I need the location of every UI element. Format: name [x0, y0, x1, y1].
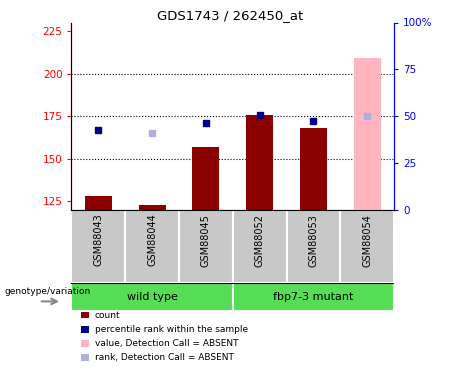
Text: value, Detection Call = ABSENT: value, Detection Call = ABSENT: [95, 339, 238, 348]
Bar: [246, 114, 273, 210]
Bar: [287, 210, 340, 283]
Text: count: count: [95, 310, 120, 320]
Text: GSM88054: GSM88054: [362, 214, 372, 267]
Bar: [233, 283, 394, 311]
Bar: [139, 205, 165, 210]
Bar: [85, 196, 112, 210]
Text: rank, Detection Call = ABSENT: rank, Detection Call = ABSENT: [95, 353, 233, 362]
Bar: [354, 58, 381, 210]
Text: wild type: wild type: [127, 292, 177, 302]
Bar: [300, 128, 327, 210]
Text: GSM88052: GSM88052: [254, 214, 265, 267]
Text: GDS1743 / 262450_at: GDS1743 / 262450_at: [157, 9, 304, 22]
Text: GSM88053: GSM88053: [308, 214, 319, 267]
Bar: [71, 210, 125, 283]
Bar: [193, 147, 219, 210]
Bar: [233, 210, 287, 283]
Text: fbp7-3 mutant: fbp7-3 mutant: [273, 292, 354, 302]
Bar: [340, 210, 394, 283]
Bar: [125, 210, 179, 283]
Bar: [71, 283, 233, 311]
Bar: [179, 210, 233, 283]
Text: GSM88044: GSM88044: [147, 214, 157, 266]
Text: genotype/variation: genotype/variation: [5, 287, 91, 296]
Text: GSM88045: GSM88045: [201, 214, 211, 267]
Text: GSM88043: GSM88043: [93, 214, 103, 266]
Text: percentile rank within the sample: percentile rank within the sample: [95, 325, 248, 334]
